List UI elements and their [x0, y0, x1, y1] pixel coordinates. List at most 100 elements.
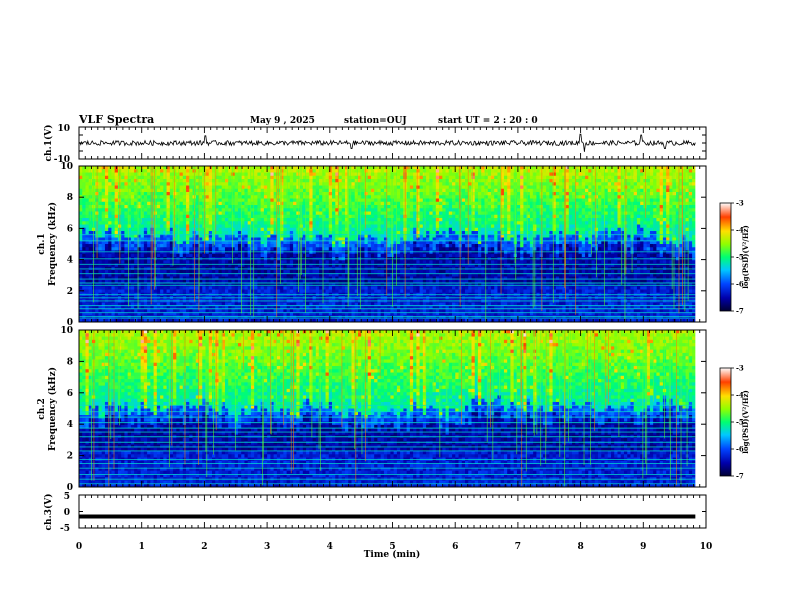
spectrogram-cell [400, 208, 404, 212]
spectrogram-cell [163, 247, 167, 251]
spectrogram-cell [342, 208, 346, 212]
spectrogram-cell [364, 260, 368, 264]
spectrogram-cell [407, 208, 411, 212]
spectrogram-cell [147, 316, 151, 320]
spectrogram-cell [111, 189, 115, 193]
spectrogram-cell [283, 189, 287, 193]
spectrogram-cell [400, 290, 404, 294]
spectrogram-cell [134, 277, 138, 281]
spectrogram-cell [277, 231, 281, 235]
spectrogram-cell [238, 212, 242, 216]
spectrogram-cell [377, 270, 381, 274]
spectrogram-cell [167, 218, 171, 222]
spectrogram-cell [173, 286, 177, 290]
spectrogram-cell [358, 290, 362, 294]
spectrogram-cell [267, 166, 271, 170]
spectrogram-cell [183, 270, 187, 274]
spectrogram-cell [218, 254, 222, 258]
spectrogram-cell [98, 189, 102, 193]
date-label: May 9 , 2025 [250, 116, 315, 126]
spectrogram-cell [261, 192, 265, 196]
spectrogram-cell [374, 169, 378, 173]
spectrogram-cell [267, 182, 271, 186]
spectrogram-cell [381, 195, 385, 199]
spectrogram-cell [228, 286, 232, 290]
spectrogram-cell [147, 228, 151, 232]
spectrogram-cell [374, 244, 378, 248]
spectrogram-cell [254, 192, 258, 196]
spectrogram-cell [235, 186, 239, 190]
spectrogram-cell [98, 244, 102, 248]
spectrogram-cell [293, 192, 297, 196]
spectrogram-cell [180, 169, 184, 173]
spectrogram-cell [316, 228, 320, 232]
spectrogram-cell [381, 244, 385, 248]
spectrogram-cell [364, 228, 368, 232]
spectrogram-cell [364, 169, 368, 173]
spectrogram-cell [244, 179, 248, 183]
spectrogram-cell [355, 283, 359, 287]
spectrogram-cell [157, 205, 161, 209]
spectrogram-cell [176, 247, 180, 251]
spectrogram-cell [351, 270, 355, 274]
spectrogram-cell [364, 199, 368, 203]
spectrogram-cell [235, 182, 239, 186]
spectrogram-cell [332, 231, 336, 235]
spectrogram-cell [335, 286, 339, 290]
spectrogram-cell [300, 283, 304, 287]
spectrogram-cell [147, 283, 151, 287]
spectrogram-cell [121, 283, 125, 287]
spectrogram-cell [306, 208, 310, 212]
spectrogram-cell [225, 212, 229, 216]
spectrogram-cell [377, 169, 381, 173]
spectrogram-cell [212, 192, 216, 196]
spectrogram-cell [147, 290, 151, 294]
spectrogram-cell [267, 254, 271, 258]
spectrogram-cell [218, 316, 222, 320]
spectrogram-cell [300, 316, 304, 320]
spectrogram-cell [244, 199, 248, 203]
spectrogram-cell [319, 179, 323, 183]
spectrogram-cell [364, 225, 368, 229]
spectrogram-cell [209, 228, 213, 232]
spectrogram-cell [157, 192, 161, 196]
spectrogram-cell [381, 182, 385, 186]
spectrogram-cell [157, 231, 161, 235]
spectrogram-cell [296, 309, 300, 313]
spectrogram-cell [270, 270, 274, 274]
spectrogram-cell [264, 199, 268, 203]
spectrogram-cell [206, 169, 210, 173]
spectrogram-cell [79, 231, 83, 235]
spectrogram-cell [218, 195, 222, 199]
spectrogram-cell [189, 290, 193, 294]
spectrogram-cell [355, 205, 359, 209]
spectrogram-cell [115, 173, 119, 177]
spectrogram-cell [218, 244, 222, 248]
spectrogram-cell [381, 176, 385, 180]
spectrogram-cell [306, 225, 310, 229]
spectrogram-cell [141, 205, 145, 209]
spectrogram-cell [167, 199, 171, 203]
spectrogram-cell [364, 254, 368, 258]
spectrogram-cell [202, 228, 206, 232]
spectrogram-cell [270, 179, 274, 183]
spectrogram-cell [374, 218, 378, 222]
spectrogram-cell [105, 218, 109, 222]
spectrogram-cell [102, 247, 106, 251]
spectrogram-cell [183, 195, 187, 199]
spectrogram-cell [290, 215, 294, 219]
spectrogram-cell [186, 218, 190, 222]
spectrogram-cell [381, 251, 385, 255]
spectrogram-cell [381, 283, 385, 287]
spectrogram-cell [98, 205, 102, 209]
spectrogram-cell [85, 309, 89, 313]
spectrogram-cell [147, 195, 151, 199]
spectrogram-cell [280, 290, 284, 294]
spectrogram-cell [141, 260, 145, 264]
spectrogram-cell [215, 309, 219, 313]
spectrogram-cell [277, 286, 281, 290]
spectrogram-cell [407, 244, 411, 248]
spectrogram-cell [364, 173, 368, 177]
spectrogram-cell [374, 251, 378, 255]
spectrogram-cell [342, 270, 346, 274]
